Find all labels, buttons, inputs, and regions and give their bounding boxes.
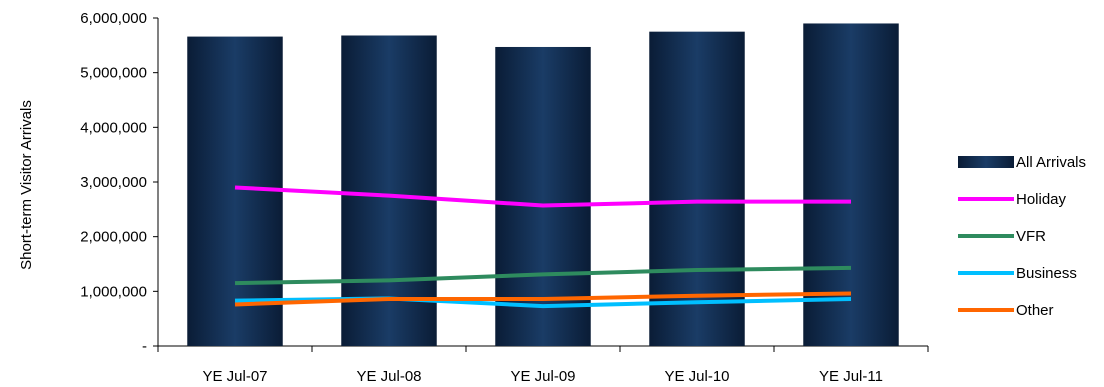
y-tick-label: -: [142, 338, 147, 355]
axes: - 1,000,000 2,000,000 3,000,000 4,000,000 5,0…: [80, 10, 929, 385]
bars: [187, 23, 899, 347]
series-line: [234, 291, 852, 307]
bar: [187, 36, 283, 346]
y-axis-label: Short-term Visitor Arrivals: [18, 100, 35, 270]
y-tick-label: 2,000,000: [80, 229, 147, 246]
legend-label: Business: [1016, 265, 1077, 282]
bar: [803, 23, 899, 346]
legend-swatch: [958, 156, 1014, 168]
y-tick-label: 5,000,000: [80, 65, 147, 82]
series-line: [234, 185, 851, 208]
series-line: [234, 265, 852, 286]
legend-label: Other: [1016, 302, 1054, 319]
bar: [341, 35, 437, 346]
y-tick-label: 6,000,000: [80, 10, 147, 27]
x-tick-label: YE Jul-11: [819, 368, 883, 385]
legend: All Arrivals Holiday VFR Business Other: [958, 154, 1086, 319]
y-tick-label: 1,000,000: [80, 283, 147, 300]
x-tick-label: YE Jul-08: [356, 368, 421, 385]
legend-label: Holiday: [1016, 191, 1067, 208]
y-tick-label: 4,000,000: [80, 119, 147, 136]
x-tick-label: YE Jul-09: [510, 368, 575, 385]
legend-label: VFR: [1016, 228, 1046, 245]
y-tick-label: 3,000,000: [80, 174, 147, 191]
bar: [495, 46, 591, 347]
x-tick-label: YE Jul-10: [664, 368, 729, 385]
legend-label: All Arrivals: [1016, 154, 1086, 171]
lines: [234, 185, 852, 309]
bar: [649, 31, 745, 347]
x-tick-label: YE Jul-07: [202, 368, 267, 385]
